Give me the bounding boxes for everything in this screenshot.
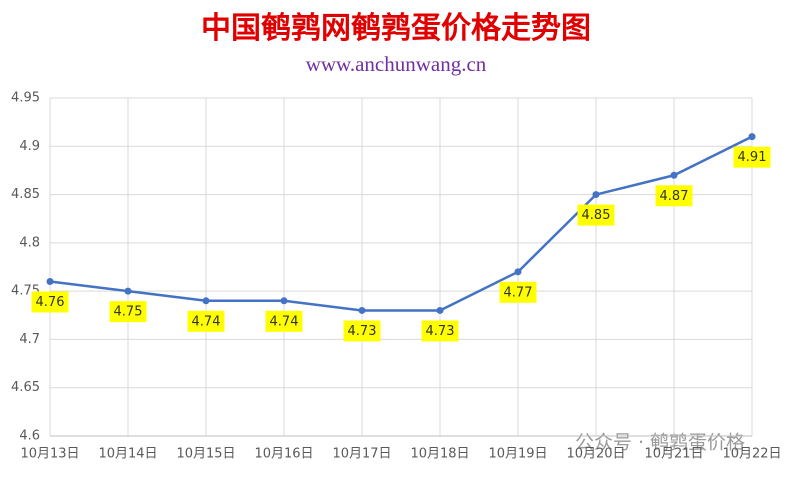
- data-label-bg: [421, 320, 459, 342]
- chart-subtitle: www.anchunwang.cn: [306, 52, 487, 76]
- data-label-group: 4.73: [421, 320, 459, 342]
- x-tick-label: 10月13日: [20, 447, 79, 462]
- data-label-bg: [187, 310, 225, 332]
- watermark: 公众号 · 鹌鹑蛋价格: [575, 432, 745, 454]
- data-label: 4.91: [738, 150, 767, 165]
- data-label-group: 4.73: [343, 320, 381, 342]
- y-tick-label: 4.9: [19, 139, 40, 154]
- data-label-bg: [265, 310, 303, 332]
- data-label: 4.77: [504, 285, 533, 300]
- data-label-bg: [577, 204, 615, 226]
- y-tick-label: 4.95: [11, 91, 40, 106]
- chart-title: 中国鹌鹑网鹌鹑蛋价格走势图: [201, 11, 591, 46]
- point: [358, 306, 366, 314]
- data-label: 4.76: [36, 295, 65, 310]
- data-label-bg: [733, 146, 771, 168]
- x-tick-label: 10月15日: [176, 447, 235, 462]
- x-tick-label: 10月22日: [722, 447, 781, 462]
- point: [124, 287, 132, 295]
- data-label-group: 4.74: [265, 310, 303, 332]
- y-tick-label: 4.85: [11, 187, 40, 202]
- data-label: 4.74: [270, 314, 299, 329]
- line: [49, 135, 753, 312]
- x-tick-label: 10月17日: [332, 447, 391, 462]
- data-label-group: 4.76: [31, 291, 69, 313]
- data-label-bg: [31, 291, 69, 313]
- data-label-group: 4.75: [109, 301, 147, 323]
- y-tick-label: 4.6: [19, 429, 40, 444]
- data-label-group: 4.87: [655, 185, 693, 207]
- x-tick-label: 10月20日: [566, 447, 625, 462]
- point: [46, 277, 54, 285]
- y-tick-label: 4.65: [11, 380, 40, 395]
- data-label: 4.74: [192, 314, 221, 329]
- x-tick-label: 10月18日: [410, 447, 469, 462]
- data-label: 4.87: [660, 189, 689, 204]
- data-label: 4.73: [426, 324, 455, 339]
- data-label-bg: [499, 281, 537, 303]
- point: [748, 133, 756, 141]
- data-label-group: 4.91: [733, 146, 771, 168]
- data-label: 4.75: [114, 305, 143, 320]
- data-label: 4.73: [348, 324, 377, 339]
- x-tick-label: 10月19日: [488, 447, 547, 462]
- data-label-bg: [343, 320, 381, 342]
- point: [670, 171, 678, 179]
- x-tick-label: 10月14日: [98, 447, 157, 462]
- data-label-bg: [109, 301, 147, 323]
- point: [280, 297, 288, 305]
- point: [514, 268, 522, 276]
- data-label-group: 4.77: [499, 281, 537, 303]
- x-tick-label: 10月16日: [254, 447, 313, 462]
- point: [202, 297, 210, 305]
- point: [436, 306, 444, 314]
- point: [592, 191, 600, 199]
- data-label-group: 4.85: [577, 204, 615, 226]
- y-tick-label: 4.8: [19, 235, 40, 250]
- data-label: 4.85: [582, 208, 611, 223]
- x-tick-label: 10月21日: [644, 447, 703, 462]
- data-label-bg: [655, 185, 693, 207]
- data-label-group: 4.74: [187, 310, 225, 332]
- y-tick-label: 4.7: [19, 332, 40, 347]
